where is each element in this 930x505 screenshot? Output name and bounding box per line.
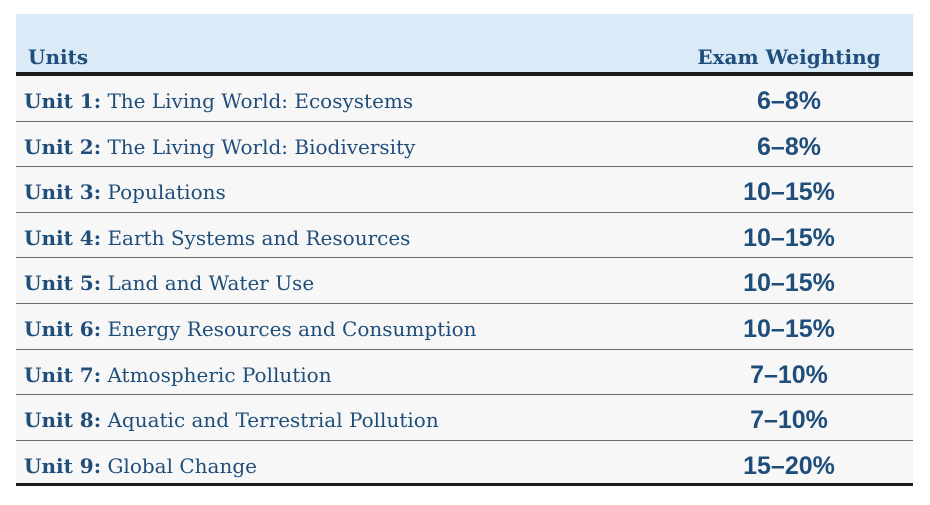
units-column-header: Units	[28, 45, 89, 69]
unit-number: Unit 3:	[24, 180, 102, 205]
exam-weighting-column-header: Exam Weighting	[697, 45, 881, 69]
unit-title: The Living World: Biodiversity	[107, 134, 416, 159]
unit-title: Populations	[107, 180, 226, 205]
weighting-cell: 10–15%	[743, 269, 835, 298]
unit-title: Aquatic and Terrestrial Pollution	[107, 408, 439, 433]
unit-title: Atmospheric Pollution	[107, 362, 332, 387]
unit-title: Global Change	[107, 453, 257, 478]
unit-cell: Unit 7: Atmospheric Pollution	[24, 363, 332, 387]
table-row: Unit 1: The Living World: Ecosystems 6–8…	[16, 76, 913, 122]
unit-cell: Unit 1: The Living World: Ecosystems	[24, 89, 413, 113]
table-row: Unit 7: Atmospheric Pollution 7–10%	[16, 350, 913, 396]
unit-number: Unit 4:	[24, 225, 102, 250]
table-row: Unit 4: Earth Systems and Resources 10–1…	[16, 213, 913, 259]
table-row: Unit 3: Populations 10–15%	[16, 167, 913, 213]
weighting-cell: 7–10%	[750, 360, 828, 389]
unit-cell: Unit 9: Global Change	[24, 454, 257, 478]
unit-number: Unit 1:	[24, 89, 102, 113]
unit-title: Land and Water Use	[107, 271, 315, 296]
unit-number: Unit 7:	[24, 362, 102, 387]
unit-number: Unit 9:	[24, 453, 102, 478]
unit-title: Energy Resources and Consumption	[107, 316, 477, 341]
table-header: Units Exam Weighting	[16, 14, 913, 76]
unit-cell: Unit 3: Populations	[24, 180, 226, 204]
unit-number: Unit 5:	[24, 271, 102, 296]
weighting-cell: 10–15%	[743, 223, 835, 252]
weighting-cell: 6–8%	[757, 132, 821, 161]
unit-title: Earth Systems and Resources	[107, 225, 411, 250]
unit-cell: Unit 6: Energy Resources and Consumption	[24, 317, 477, 341]
table-row: Unit 5: Land and Water Use 10–15%	[16, 258, 913, 304]
unit-number: Unit 6:	[24, 316, 102, 341]
table-row: Unit 6: Energy Resources and Consumption…	[16, 304, 913, 350]
table-row: Unit 9: Global Change 15–20%	[16, 441, 913, 487]
unit-cell: Unit 8: Aquatic and Terrestrial Pollutio…	[24, 408, 439, 432]
unit-number: Unit 2:	[24, 134, 102, 159]
table-row: Unit 8: Aquatic and Terrestrial Pollutio…	[16, 395, 913, 441]
unit-title: The Living World: Ecosystems	[107, 89, 414, 113]
unit-cell: Unit 4: Earth Systems and Resources	[24, 226, 410, 250]
weighting-cell: 10–15%	[743, 178, 835, 207]
unit-number: Unit 8:	[24, 408, 102, 433]
exam-weighting-table: Units Exam Weighting Unit 1: The Living …	[16, 14, 913, 487]
weighting-cell: 10–15%	[743, 314, 835, 343]
weighting-cell: 6–8%	[757, 87, 821, 115]
weighting-cell: 7–10%	[750, 406, 828, 435]
unit-cell: Unit 2: The Living World: Biodiversity	[24, 135, 415, 159]
table-body: Unit 1: The Living World: Ecosystems 6–8…	[16, 76, 913, 487]
weighting-cell: 15–20%	[743, 451, 835, 480]
table-row: Unit 2: The Living World: Biodiversity 6…	[16, 122, 913, 168]
unit-cell: Unit 5: Land and Water Use	[24, 271, 314, 295]
